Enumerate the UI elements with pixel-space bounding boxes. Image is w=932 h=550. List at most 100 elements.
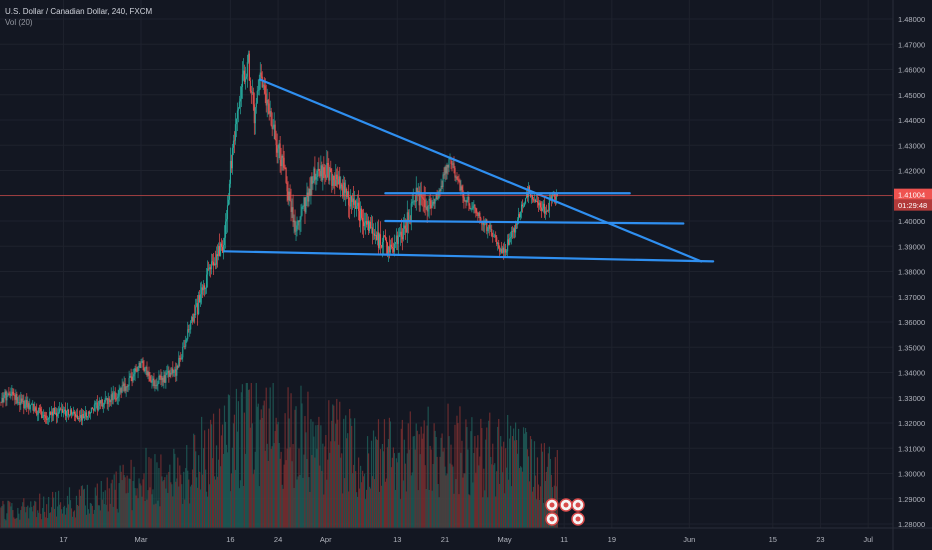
candle-body[interactable] <box>437 198 439 200</box>
candle-body[interactable] <box>121 385 123 393</box>
candle-body[interactable] <box>22 401 24 402</box>
candle-body[interactable] <box>272 127 274 129</box>
candle-body[interactable] <box>376 232 379 240</box>
symbol-title[interactable]: U.S. Dollar / Canadian Dollar, 240, FXCM <box>5 7 153 16</box>
candle-body[interactable] <box>239 98 241 102</box>
candle-body[interactable] <box>161 377 163 380</box>
candle-body[interactable] <box>116 397 118 400</box>
event-markers[interactable] <box>545 498 585 526</box>
candle-body[interactable] <box>130 375 132 377</box>
candle-body[interactable] <box>317 168 319 171</box>
candle-body[interactable] <box>292 207 294 223</box>
candle-body[interactable] <box>260 72 262 77</box>
candle-body[interactable] <box>9 393 11 396</box>
candle-body[interactable] <box>481 222 483 225</box>
candle-body[interactable] <box>550 196 552 201</box>
candle-body[interactable] <box>13 395 15 396</box>
candle-body[interactable] <box>480 218 482 223</box>
candle-body[interactable] <box>109 400 111 403</box>
candle-body[interactable] <box>399 231 401 235</box>
candle-body[interactable] <box>205 288 207 289</box>
candle-body[interactable] <box>413 201 415 203</box>
candle-body[interactable] <box>208 268 210 270</box>
candle-body[interactable] <box>179 358 181 360</box>
candle-body[interactable] <box>536 201 539 203</box>
candle-body[interactable] <box>226 205 229 220</box>
candle-body[interactable] <box>470 208 472 210</box>
candle-body[interactable] <box>291 207 293 212</box>
candle-body[interactable] <box>492 235 494 237</box>
candle-body[interactable] <box>98 400 100 406</box>
candle-body[interactable] <box>134 368 136 375</box>
candle-body[interactable] <box>2 397 4 402</box>
candle-body[interactable] <box>30 404 32 406</box>
candle-body[interactable] <box>29 405 31 410</box>
candle-body[interactable] <box>39 407 41 409</box>
candle-body[interactable] <box>329 168 331 181</box>
candle-body[interactable] <box>196 303 198 307</box>
candle-body[interactable] <box>209 267 211 270</box>
candle-body[interactable] <box>551 192 553 201</box>
candle-body[interactable] <box>129 375 131 378</box>
candle-body[interactable] <box>427 205 429 212</box>
candle-body[interactable] <box>77 417 79 420</box>
candle-body[interactable] <box>243 70 245 82</box>
candle-body[interactable] <box>176 366 178 376</box>
candle-body[interactable] <box>464 200 466 202</box>
candle-body[interactable] <box>285 167 287 183</box>
candle-body[interactable] <box>27 403 29 408</box>
candle-body[interactable] <box>33 403 35 412</box>
candle-body[interactable] <box>460 186 462 191</box>
candle-body[interactable] <box>371 227 374 234</box>
candle-body[interactable] <box>373 233 376 236</box>
candle-body[interactable] <box>111 394 113 401</box>
candle-body[interactable] <box>342 186 344 197</box>
candle-body[interactable] <box>56 412 58 417</box>
candle-body[interactable] <box>237 108 239 111</box>
candle-body[interactable] <box>431 205 433 209</box>
candle-body[interactable] <box>452 163 454 165</box>
candle-body[interactable] <box>44 414 46 416</box>
candle-body[interactable] <box>199 295 201 303</box>
candle-body[interactable] <box>119 388 121 391</box>
candle-body[interactable] <box>207 268 209 275</box>
candle-body[interactable] <box>126 386 128 388</box>
candle-body[interactable] <box>67 409 70 416</box>
candle-body[interactable] <box>465 200 467 203</box>
candle-body[interactable] <box>522 204 524 207</box>
candle-body[interactable] <box>215 254 218 265</box>
candle-body[interactable] <box>194 314 196 316</box>
candle-body[interactable] <box>0 401 2 403</box>
candle-body[interactable] <box>346 188 348 198</box>
candle-body[interactable] <box>440 185 442 191</box>
candle-body[interactable] <box>49 412 51 418</box>
candle-body[interactable] <box>303 197 305 207</box>
candle-body[interactable] <box>491 229 493 236</box>
candle-body[interactable] <box>51 411 53 415</box>
candle-body[interactable] <box>252 92 254 105</box>
candle-body[interactable] <box>65 410 68 416</box>
candle-body[interactable] <box>522 206 525 207</box>
candle-body[interactable] <box>82 413 84 419</box>
candle-body[interactable] <box>340 184 342 189</box>
candle-body[interactable] <box>160 375 162 380</box>
candle-body[interactable] <box>279 143 281 161</box>
candle-body[interactable] <box>475 208 477 213</box>
candle-body[interactable] <box>31 404 33 405</box>
candle-body[interactable] <box>454 168 456 178</box>
candle-body[interactable] <box>392 248 394 252</box>
candle-body[interactable] <box>100 399 102 404</box>
descending-resistance[interactable] <box>259 78 703 263</box>
candle-body[interactable] <box>36 410 38 415</box>
candle-body[interactable] <box>541 208 543 211</box>
candle-body[interactable] <box>54 407 56 414</box>
candle-body[interactable] <box>466 199 468 203</box>
candle-body[interactable] <box>525 192 528 199</box>
candle-body[interactable] <box>458 180 460 182</box>
candle-body[interactable] <box>97 405 99 411</box>
candle-body[interactable] <box>276 144 278 153</box>
candle-body[interactable] <box>61 409 63 410</box>
candle-body[interactable] <box>477 213 479 217</box>
candle-body[interactable] <box>234 124 236 141</box>
candle-body[interactable] <box>388 246 390 253</box>
